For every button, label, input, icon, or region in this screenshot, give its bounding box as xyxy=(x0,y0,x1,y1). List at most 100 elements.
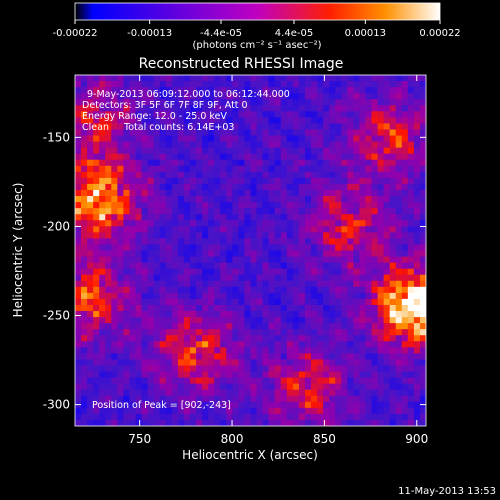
heatmap-cell xyxy=(177,323,185,330)
heatmap-cell xyxy=(153,353,161,360)
heatmap-cell xyxy=(389,141,397,149)
heatmap-cell xyxy=(274,141,282,149)
heatmap-cell xyxy=(177,81,185,88)
heatmap-cell xyxy=(268,244,276,251)
heatmap-cell xyxy=(202,377,209,385)
heatmap-cell xyxy=(177,87,185,94)
heatmap-cell xyxy=(135,208,142,215)
heatmap-cell xyxy=(262,413,270,421)
heatmap-cell xyxy=(262,274,270,282)
heatmap-cell xyxy=(208,419,215,426)
heatmap-cell xyxy=(347,407,354,415)
heatmap-cell xyxy=(165,147,173,155)
heatmap-cell xyxy=(159,189,167,197)
heatmap-cell xyxy=(177,280,185,288)
heatmap-cell xyxy=(262,256,270,263)
heatmap-cell xyxy=(214,244,221,251)
heatmap-cell xyxy=(413,256,421,263)
heatmap-cell xyxy=(244,196,251,203)
heatmap-cell xyxy=(226,87,233,94)
heatmap-cell xyxy=(105,353,112,360)
heatmap-cell xyxy=(93,353,100,360)
heatmap-cell xyxy=(317,214,324,221)
heatmap-cell xyxy=(377,196,385,203)
heatmap-cell xyxy=(135,298,142,306)
heatmap-cell xyxy=(292,401,300,409)
heatmap-cell xyxy=(202,383,209,391)
heatmap-cell xyxy=(250,238,257,245)
heatmap-cell xyxy=(244,298,251,306)
heatmap-cell xyxy=(208,111,215,118)
heatmap-cell xyxy=(359,165,366,173)
heatmap-cell xyxy=(177,286,185,294)
heatmap-cell xyxy=(232,226,239,233)
heatmap-cell xyxy=(371,75,378,82)
heatmap-cell xyxy=(262,117,270,124)
heatmap-cell xyxy=(377,159,385,167)
heatmap-cell xyxy=(347,413,354,421)
heatmap-cell xyxy=(335,232,342,239)
heatmap-cell xyxy=(105,335,112,342)
heatmap-cell xyxy=(117,196,124,203)
heatmap-cell xyxy=(341,153,348,161)
heatmap-cell xyxy=(389,238,397,245)
heatmap-cell xyxy=(317,323,324,330)
heatmap-cell xyxy=(317,111,324,118)
heatmap-cell xyxy=(147,280,155,288)
heatmap-cell xyxy=(226,220,233,227)
heatmap-cell xyxy=(419,286,426,294)
heatmap-cell xyxy=(395,401,403,409)
heatmap-cell xyxy=(256,238,263,245)
heatmap-cell xyxy=(135,196,142,203)
heatmap-cell xyxy=(323,419,330,426)
heatmap-cell xyxy=(196,341,203,348)
heatmap-cell xyxy=(177,123,185,130)
heatmap-cell xyxy=(413,220,421,227)
heatmap-cell xyxy=(177,377,185,385)
heatmap-cell xyxy=(262,93,270,100)
heatmap-cell xyxy=(359,323,366,330)
heatmap-cell xyxy=(165,371,173,378)
heatmap-cell xyxy=(208,75,215,82)
heatmap-cell xyxy=(141,359,149,366)
heatmap-cell xyxy=(105,383,112,391)
heatmap-cell xyxy=(329,280,336,288)
heatmap-cell xyxy=(311,226,318,233)
heatmap-cell xyxy=(177,341,185,348)
heatmap-cell xyxy=(123,111,130,118)
heatmap-cell xyxy=(171,165,179,173)
heatmap-cell xyxy=(292,413,300,421)
heatmap-cell xyxy=(129,280,136,288)
heatmap-cell xyxy=(286,298,294,306)
heatmap-cell xyxy=(371,365,378,372)
heatmap-cell xyxy=(99,81,106,88)
heatmap-cell xyxy=(153,202,161,209)
heatmap-cell xyxy=(93,359,100,366)
heatmap-cell xyxy=(377,250,385,257)
heatmap-cell xyxy=(317,262,324,270)
heatmap-cell xyxy=(159,274,167,282)
heatmap-cell xyxy=(129,286,136,294)
heatmap-cell xyxy=(196,323,203,330)
heatmap-cell xyxy=(359,135,366,142)
heatmap-cell xyxy=(159,401,167,409)
heatmap-cell xyxy=(87,304,94,312)
heatmap-cell xyxy=(401,117,409,124)
heatmap-cell xyxy=(153,304,161,312)
heatmap-cell xyxy=(256,183,263,191)
heatmap-cell xyxy=(135,250,142,257)
heatmap-cell xyxy=(280,220,288,227)
heatmap-cell xyxy=(202,413,209,421)
heatmap-cell xyxy=(208,81,215,88)
heatmap-cell xyxy=(105,135,112,142)
heatmap-cell xyxy=(135,353,142,360)
heatmap-cell xyxy=(286,323,294,330)
heatmap-cell xyxy=(407,141,415,149)
heatmap-cell xyxy=(329,147,336,155)
heatmap-cell xyxy=(329,377,336,385)
heatmap-cell xyxy=(202,395,209,403)
heatmap-cell xyxy=(329,383,336,391)
heatmap-cell xyxy=(171,189,179,197)
heatmap-cell xyxy=(111,99,118,106)
heatmap-cell xyxy=(147,105,155,112)
